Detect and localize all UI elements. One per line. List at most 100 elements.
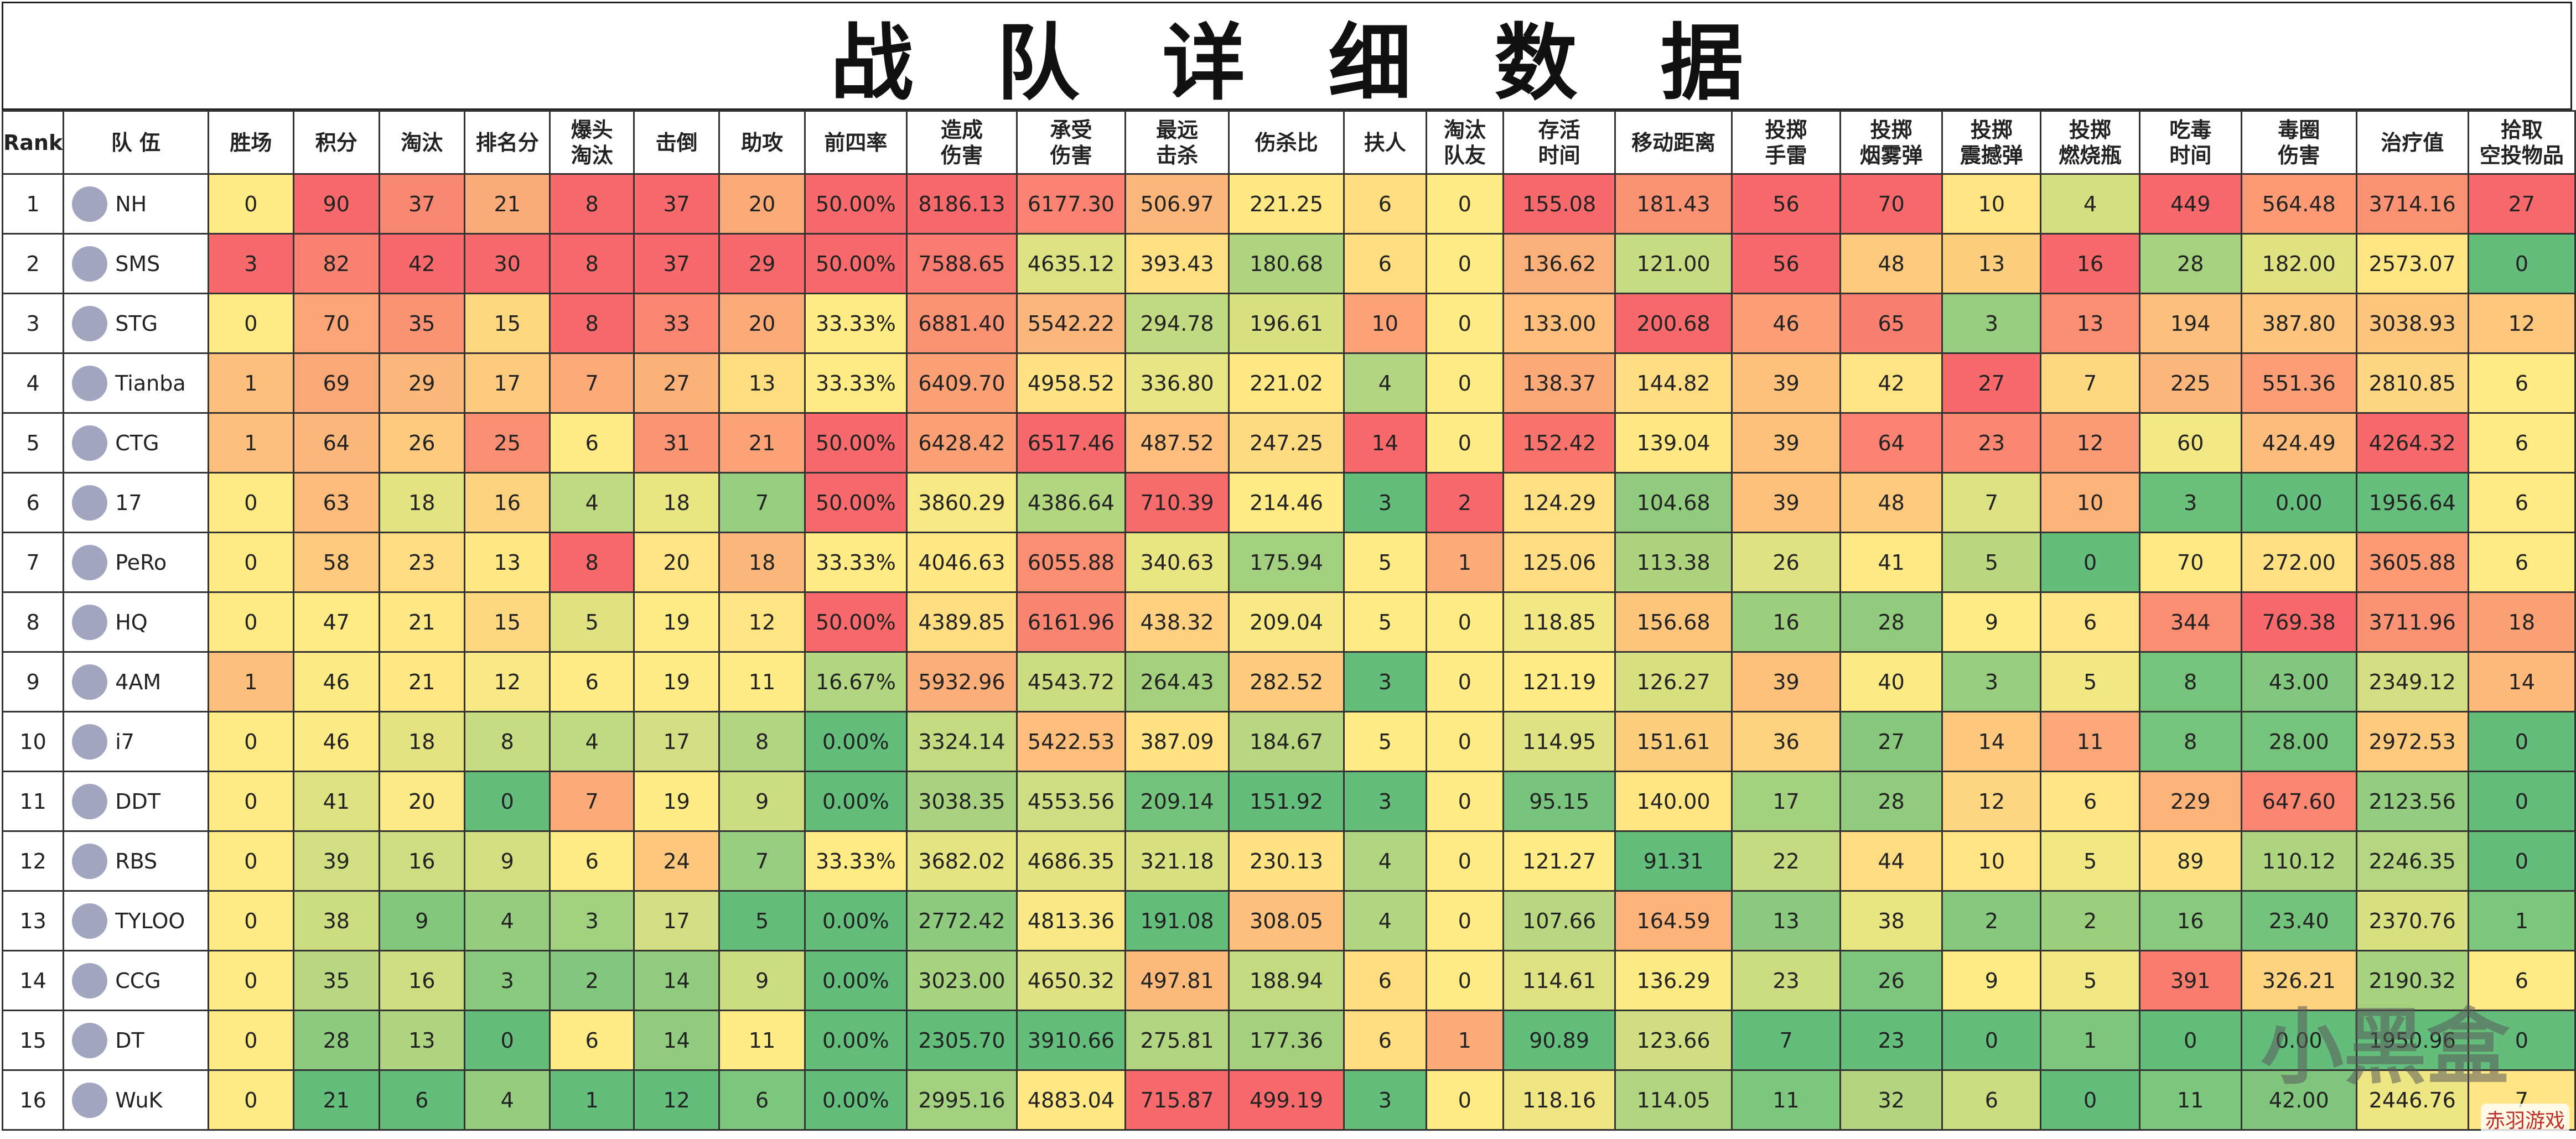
rank-cell: 8 (1, 591, 65, 653)
value-cell: 8 (463, 711, 551, 772)
value-cell: 0 (1425, 352, 1505, 414)
rank-cell: 13 (1, 890, 65, 951)
value-cell: 8 (549, 233, 635, 294)
team-cell: NH (63, 173, 209, 235)
team-cell: CTG (63, 412, 209, 474)
team-name: RBS (115, 849, 158, 873)
value-cell: 0 (1425, 771, 1505, 832)
value-cell: 18 (633, 472, 721, 533)
value-cell: 69 (293, 352, 380, 414)
value-cell: 564.48 (2240, 173, 2357, 235)
value-cell: 551.36 (2240, 352, 2357, 414)
value-cell: 28 (293, 1010, 380, 1071)
value-cell: 3 (207, 233, 295, 294)
value-cell: 23.40 (2240, 890, 2357, 951)
value-cell: 2190.32 (2355, 950, 2469, 1011)
value-cell: 10 (1941, 173, 2042, 235)
value-cell: 14 (1343, 412, 1427, 474)
value-cell: 180.68 (1228, 233, 1345, 294)
value-cell: 8186.13 (905, 173, 1018, 235)
value-cell: 2 (1425, 472, 1505, 533)
value-cell: 1 (2040, 1010, 2140, 1071)
value-cell: 14 (633, 1010, 721, 1071)
value-cell: 39 (293, 830, 380, 892)
value-cell: 4543.72 (1015, 651, 1127, 712)
value-cell: 14 (2467, 651, 2576, 712)
value-cell: 0 (1425, 651, 1505, 712)
value-cell: 33.33% (804, 352, 908, 414)
value-cell: 46 (1731, 293, 1842, 354)
rank-cell: 14 (1, 950, 65, 1011)
value-cell: 6 (549, 1010, 635, 1071)
value-cell: 151.92 (1228, 771, 1345, 832)
value-cell: 5 (1343, 591, 1427, 653)
rank-cell: 5 (1, 412, 65, 474)
header-row: Rank 队 伍胜场 积分 淘汰 排名分 爆头 淘汰 击倒 助攻 前四率 造成 伤害 承受 伤害 最远… (1, 110, 2576, 175)
team-name: 17 (115, 490, 142, 515)
value-cell: 2772.42 (905, 890, 1018, 951)
value-cell: 35 (378, 293, 465, 354)
value-cell: 0 (1425, 830, 1505, 892)
value-cell: 3 (549, 890, 635, 951)
value-cell: 0 (1425, 412, 1505, 474)
value-cell: 7 (718, 472, 806, 533)
value-cell: 0 (1941, 1010, 2042, 1071)
value-cell: 769.38 (2240, 591, 2357, 653)
value-cell: 12 (1941, 771, 2042, 832)
rank-cell: 11 (1, 771, 65, 832)
value-cell: 42.00 (2240, 1069, 2357, 1131)
value-cell: 4553.56 (1015, 771, 1127, 832)
value-cell: 104.68 (1614, 472, 1733, 533)
value-cell: 58 (293, 532, 380, 593)
header-cell: 拾取 空投物品 (2467, 110, 2576, 175)
value-cell: 1 (2467, 890, 2576, 951)
value-cell: 6 (2467, 412, 2576, 474)
value-cell: 70 (1839, 173, 1943, 235)
team-cell: STG (63, 293, 209, 354)
value-cell: 18 (718, 532, 806, 593)
value-cell: 114.05 (1614, 1069, 1733, 1131)
header-cell: 毒圈 伤害 (2240, 110, 2357, 175)
value-cell: 15 (463, 591, 551, 653)
value-cell: 0 (1425, 1069, 1505, 1131)
value-cell: 28 (2138, 233, 2242, 294)
value-cell: 64 (293, 412, 380, 474)
team: Tianba (65, 365, 206, 401)
value-cell: 0 (207, 711, 295, 772)
team-name: PeRo (115, 550, 167, 575)
team-name: i7 (115, 729, 134, 754)
value-cell: 124.29 (1502, 472, 1616, 533)
value-cell: 3 (1941, 651, 2042, 712)
value-cell: 0 (463, 1010, 551, 1071)
value-cell: 113.38 (1614, 532, 1733, 593)
team-name: SMS (115, 251, 160, 276)
value-cell: 48 (1839, 233, 1943, 294)
team-name: CTG (115, 430, 159, 455)
value-cell: 3714.16 (2355, 173, 2469, 235)
value-cell: 16 (2138, 890, 2242, 951)
value-cell: 200.68 (1614, 293, 1733, 354)
value-cell: 8 (549, 532, 635, 593)
value-cell: 26 (378, 412, 465, 474)
value-cell: 0 (2040, 1069, 2140, 1131)
team-cell: Tianba (63, 352, 209, 414)
value-cell: 715.87 (1124, 1069, 1230, 1131)
team: TYLOO (65, 903, 206, 939)
value-cell: 1956.64 (2355, 472, 2469, 533)
value-cell: 21 (293, 1069, 380, 1131)
team-logo (72, 724, 108, 760)
team-name: DDT (115, 789, 160, 814)
value-cell: 82 (293, 233, 380, 294)
value-cell: 264.43 (1124, 651, 1230, 712)
value-cell: 89 (2138, 830, 2242, 892)
header-cell: 最远 击杀 (1124, 110, 1230, 175)
value-cell: 710.39 (1124, 472, 1230, 533)
value-cell: 184.67 (1228, 711, 1345, 772)
value-cell: 0 (1425, 950, 1505, 1011)
value-cell: 181.43 (1614, 173, 1733, 235)
value-cell: 19 (633, 651, 721, 712)
value-cell: 33 (633, 293, 721, 354)
value-cell: 16 (2040, 233, 2140, 294)
value-cell: 16.67% (804, 651, 908, 712)
value-cell: 1 (207, 352, 295, 414)
